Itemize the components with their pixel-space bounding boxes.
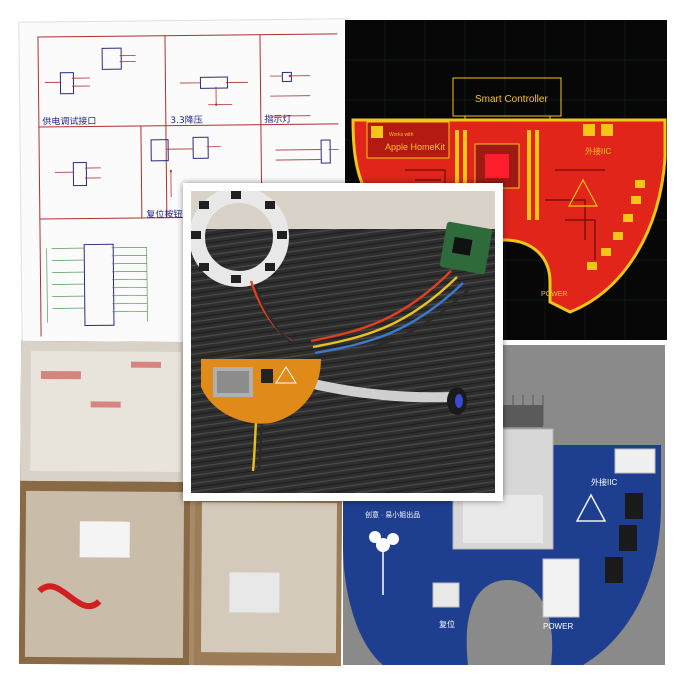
pcb-blue-reset-label: 复位 <box>439 619 455 629</box>
pcb-red-iic-label: 外接IIC <box>585 146 611 156</box>
pcb-blue-credit: 创意 · 易小姐出品 <box>365 510 420 519</box>
reset-button-label: 复位按钮 <box>146 210 183 221</box>
debug-port-label: 供电调试接口 <box>42 116 97 128</box>
regulator-label: 3.3降压 <box>170 115 203 127</box>
pcb-blue-panel: 创意 · 易小姐出品 外接IIC 复位 POWER <box>343 345 665 665</box>
pcb-blue-iic-label: 外接IIC <box>591 477 617 487</box>
pcb-red-module-sublabel: Works with <box>389 132 414 138</box>
indicator-label: 指示灯 <box>264 114 292 126</box>
pcb-blue-drawing: 创意 · 易小姐出品 外接IIC 复位 POWER <box>343 345 665 665</box>
pcb-red-power-label: POWER <box>541 291 567 298</box>
pcb-red-title: Smart Controller <box>475 94 548 105</box>
assembled-board-photo <box>183 183 503 501</box>
schematic-wires <box>44 55 339 323</box>
assembled-board-image <box>191 191 495 493</box>
pcb-red-drawing: 外接IIC POWER Works with Apple HomeKit Sma… <box>345 20 667 340</box>
pcb-red-module-label: Apple HomeKit <box>385 142 446 152</box>
pcb-blue-power-label: POWER <box>543 622 573 631</box>
schematic-panel: 供电调试接口 3.3降压 指示灯 复位按钮 <box>18 18 352 347</box>
